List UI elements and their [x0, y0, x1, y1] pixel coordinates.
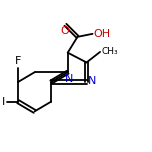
Text: O: O [61, 26, 69, 36]
Text: OH: OH [93, 29, 111, 39]
Text: I: I [2, 97, 5, 107]
Text: F: F [15, 56, 21, 66]
Text: N: N [88, 76, 96, 86]
Text: CH₃: CH₃ [102, 47, 119, 56]
Text: N: N [65, 74, 73, 84]
